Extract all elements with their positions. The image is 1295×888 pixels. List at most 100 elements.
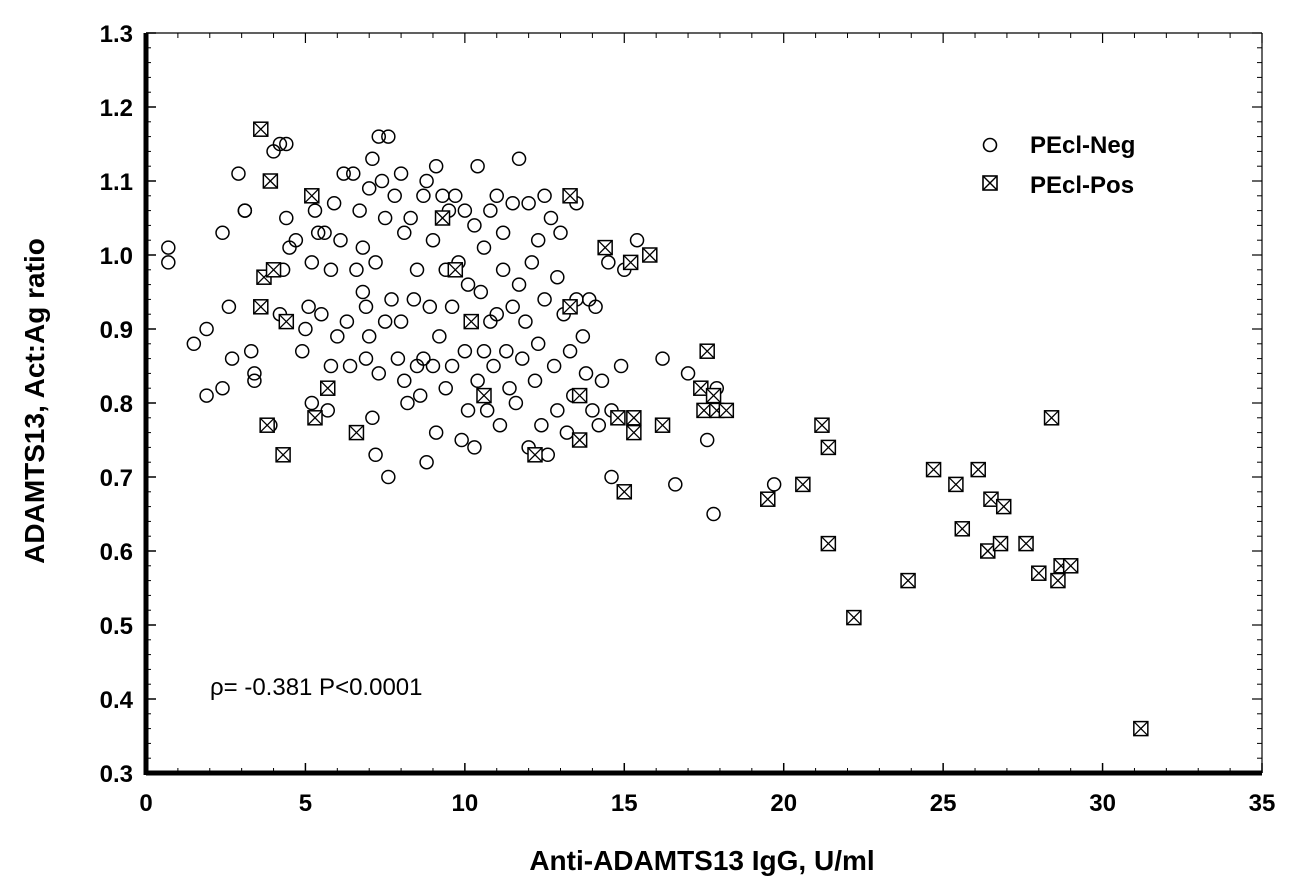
x-tick-label: 0 xyxy=(139,790,152,817)
point-pecl-neg xyxy=(368,255,383,270)
point-pecl-neg xyxy=(186,336,202,352)
point-pecl-neg xyxy=(231,166,246,181)
point-pecl-neg xyxy=(444,299,460,315)
y-tick-label: 0.7 xyxy=(100,465,133,492)
point-pecl-neg xyxy=(479,403,495,418)
y-tick-label: 0.4 xyxy=(100,687,134,714)
point-pecl-pos xyxy=(626,410,642,426)
point-pecl-neg xyxy=(457,343,473,359)
x-tick-label: 10 xyxy=(452,790,479,817)
legend-circle-marker xyxy=(982,137,998,153)
point-pecl-neg xyxy=(349,262,364,278)
x-axis: 0 5 10 15 20 25 30 35 xyxy=(139,33,1275,817)
point-pecl-pos xyxy=(571,432,588,448)
point-pecl-neg xyxy=(199,321,214,337)
point-pecl-neg xyxy=(288,232,304,248)
point-pecl-neg xyxy=(457,203,473,218)
legend-label-neg: PEcl-Neg xyxy=(1030,132,1135,159)
point-pecl-neg xyxy=(215,225,230,241)
point-pecl-pos xyxy=(820,439,837,456)
point-pecl-pos xyxy=(718,402,735,419)
point-pecl-neg xyxy=(247,366,262,381)
point-pecl-neg xyxy=(279,136,294,152)
point-pecl-neg xyxy=(706,506,721,522)
point-pecl-neg xyxy=(400,395,415,411)
point-pecl-pos xyxy=(925,461,942,478)
point-pecl-neg xyxy=(346,166,361,181)
legend: PEcl-Neg PEcl-Pos xyxy=(982,132,1135,199)
point-pecl-neg xyxy=(314,306,329,322)
point-pecl-neg xyxy=(489,306,504,322)
point-pecl-neg xyxy=(320,403,335,418)
point-pecl-neg xyxy=(377,210,393,226)
point-pecl-neg xyxy=(422,299,438,315)
y-axis: 0.3 0.4 0.5 0.6 0.7 0.8 0.9 1.0 1.1 1.2 1.3 xyxy=(100,21,1262,788)
point-pecl-neg xyxy=(425,358,441,374)
point-pecl-pos xyxy=(571,387,588,404)
point-pecl-neg xyxy=(448,188,463,204)
point-pecl-neg xyxy=(505,195,520,211)
point-pecl-pos xyxy=(1062,558,1079,574)
point-pecl-neg xyxy=(237,203,253,218)
point-pecl-neg xyxy=(368,447,383,463)
point-pecl-neg xyxy=(543,210,559,226)
point-pecl-neg xyxy=(336,166,351,181)
point-pecl-pos xyxy=(527,447,543,463)
point-pecl-neg xyxy=(243,343,259,359)
point-pecl-neg xyxy=(492,417,508,433)
point-pecl-pos xyxy=(992,535,1009,552)
point-pecl-neg xyxy=(550,403,565,418)
point-pecl-neg xyxy=(604,469,619,485)
point-pecl-pos xyxy=(970,461,986,478)
data-points xyxy=(161,121,1149,737)
point-pecl-neg xyxy=(591,417,607,433)
point-pecl-pos xyxy=(705,387,722,404)
point-pecl-pos xyxy=(948,476,964,493)
point-pecl-pos xyxy=(622,254,639,271)
point-pecl-pos xyxy=(265,262,282,278)
point-pecl-neg xyxy=(393,314,409,329)
point-pecl-neg xyxy=(393,166,409,181)
point-pecl-neg xyxy=(352,203,367,218)
point-pecl-neg xyxy=(562,343,578,359)
point-pecl-neg xyxy=(161,255,176,270)
point-pecl-pos xyxy=(995,498,1012,515)
point-pecl-neg xyxy=(247,373,262,389)
point-pecl-pos xyxy=(654,417,671,433)
point-pecl-neg xyxy=(317,225,332,241)
point-pecl-neg xyxy=(483,203,498,218)
point-pecl-pos xyxy=(597,239,613,256)
point-pecl-neg xyxy=(310,225,326,241)
point-pecl-neg xyxy=(499,343,514,359)
point-pecl-neg xyxy=(511,277,527,292)
point-pecl-neg xyxy=(365,410,380,426)
point-pecl-neg xyxy=(361,329,377,344)
point-pecl-pos xyxy=(447,262,464,278)
point-pecl-neg xyxy=(384,292,399,307)
point-pecl-pos xyxy=(476,387,492,404)
point-pecl-neg xyxy=(416,188,431,204)
point-pecl-pos xyxy=(820,535,837,552)
point-pecl-pos xyxy=(253,121,269,137)
point-pecl-pos xyxy=(795,476,811,493)
point-pecl-pos xyxy=(307,410,323,426)
point-pecl-pos xyxy=(610,410,626,426)
point-pecl-neg xyxy=(358,299,374,315)
y-tick-label: 0.6 xyxy=(100,539,133,566)
point-pecl-pos xyxy=(1018,535,1034,552)
point-pecl-pos xyxy=(304,188,320,204)
point-pecl-neg xyxy=(406,292,422,307)
x-tick-label: 35 xyxy=(1249,790,1276,817)
point-pecl-neg xyxy=(585,403,600,418)
point-pecl-neg xyxy=(505,299,520,315)
y-tick-label: 1.2 xyxy=(100,95,133,122)
point-pecl-neg xyxy=(655,351,670,366)
point-pecl-neg xyxy=(668,477,683,492)
point-pecl-pos xyxy=(693,380,709,396)
point-pecl-neg xyxy=(307,203,323,218)
point-pecl-pos xyxy=(253,299,269,315)
x-tick-label: 5 xyxy=(299,790,312,817)
point-pecl-neg xyxy=(304,255,320,270)
point-pecl-neg xyxy=(511,151,527,167)
y-tick-label: 1.1 xyxy=(100,169,133,196)
